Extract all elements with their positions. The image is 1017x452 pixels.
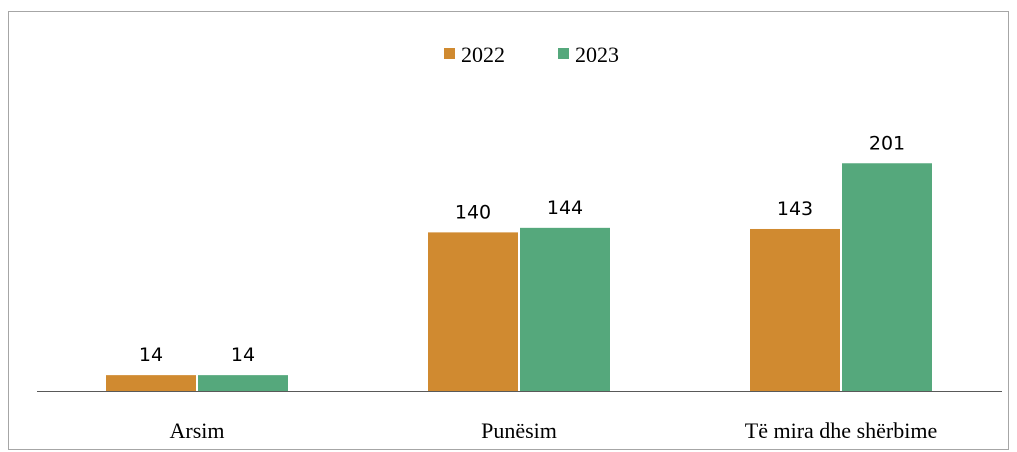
bar-2023-1: [520, 227, 610, 391]
bar-2023-2: [842, 163, 932, 391]
data-label: 144: [547, 197, 583, 219]
category-label: Arsim: [170, 418, 225, 443]
bar-2022-0: [106, 375, 196, 391]
data-label: 143: [777, 198, 813, 220]
legend-label: 2022: [461, 42, 505, 67]
bar-2022-2: [750, 228, 840, 391]
bar-2023-0: [198, 375, 288, 391]
data-label: 140: [455, 201, 491, 223]
data-label: 14: [231, 344, 255, 366]
category-label: Punësim: [481, 418, 557, 443]
legend-swatch-2023: [558, 48, 569, 59]
data-label: 201: [869, 132, 905, 154]
legend-swatch-2022: [444, 48, 455, 59]
category-label: Të mira dhe shërbime: [745, 418, 937, 443]
data-label: 14: [139, 344, 163, 366]
legend-label: 2023: [575, 42, 619, 67]
bar-2022-1: [428, 232, 518, 391]
